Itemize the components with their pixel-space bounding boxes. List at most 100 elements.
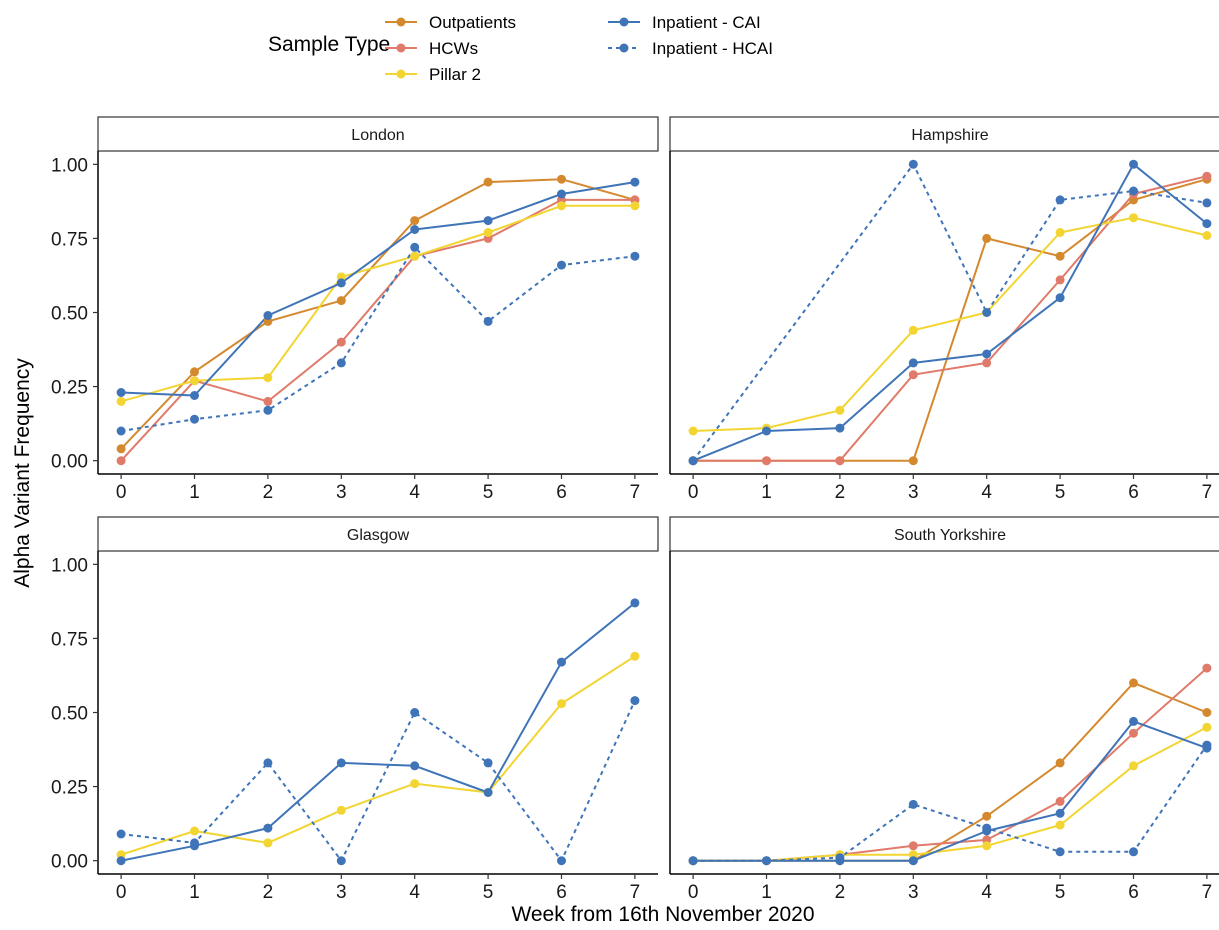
data-point-pillar-2 bbox=[410, 251, 420, 261]
series-line-hcws bbox=[120, 198, 635, 462]
data-point-inpatient-cai bbox=[116, 388, 126, 397]
series-line-inpatient-hcai bbox=[692, 163, 1208, 462]
data-point-inpatient-hcai bbox=[410, 708, 420, 717]
x-tick-label: 3 bbox=[908, 482, 919, 503]
data-point-inpatient-hcai bbox=[557, 856, 566, 866]
data-point-inpatient-cai bbox=[483, 788, 493, 797]
data-point-inpatient-hcai bbox=[835, 853, 845, 863]
data-point-inpatient-hcai bbox=[1129, 186, 1138, 196]
panel-london: London 0 1 2 3 4 5 6 7 0.00 0.25 0.50 0.75 1.00 bbox=[51, 116, 659, 503]
strip-box bbox=[669, 116, 1219, 152]
x-tick-label: 0 bbox=[116, 482, 127, 503]
legend-key-point bbox=[396, 17, 406, 27]
data-point-pillar-2 bbox=[557, 201, 566, 211]
series-line-hcws bbox=[693, 175, 1208, 462]
data-point-outpatients bbox=[982, 233, 992, 243]
series-line-pillar-2 bbox=[120, 204, 635, 403]
data-point-outpatients bbox=[1055, 251, 1065, 261]
legend-label: Inpatient - HCAI bbox=[652, 39, 773, 58]
data-point-pillar-2 bbox=[630, 201, 640, 211]
legend-label: Pillar 2 bbox=[429, 65, 481, 84]
legend-key-point bbox=[396, 69, 406, 79]
data-point-inpatient-cai bbox=[630, 598, 640, 608]
data-point-inpatient-cai bbox=[190, 391, 199, 400]
x-tick-label: 2 bbox=[263, 882, 274, 903]
legend-item-hcws: HCWs bbox=[385, 39, 478, 58]
legend-key-point bbox=[396, 43, 406, 53]
x-tick-label: 5 bbox=[1055, 482, 1066, 503]
legend-title: Sample Type bbox=[268, 33, 390, 56]
x-tick-label: 4 bbox=[409, 482, 420, 503]
data-point-hcws bbox=[1055, 275, 1065, 285]
x-tick-label: 7 bbox=[630, 882, 641, 903]
data-point-inpatient-cai bbox=[1129, 159, 1138, 169]
x-tick-label: 4 bbox=[409, 882, 420, 903]
data-point-hcws bbox=[835, 456, 845, 466]
data-point-inpatient-cai bbox=[1055, 293, 1065, 303]
y-tick-label: 0.25 bbox=[51, 778, 88, 799]
y-axis-title: Alpha Variant Frequency bbox=[11, 358, 34, 588]
data-point-pillar-2 bbox=[835, 405, 845, 415]
x-tick-label: 6 bbox=[1128, 882, 1139, 903]
data-point-inpatient-hcai bbox=[263, 405, 273, 415]
x-tick-label: 6 bbox=[556, 882, 567, 903]
panel-south-yorkshire: South Yorkshire 0 1 2 3 4 5 6 7 bbox=[669, 516, 1219, 903]
legend-label: HCWs bbox=[429, 39, 478, 58]
strip-label: South Yorkshire bbox=[894, 527, 1006, 544]
data-point-pillar-2 bbox=[1202, 231, 1212, 240]
x-tick-label: 7 bbox=[630, 482, 641, 503]
data-point-inpatient-cai bbox=[116, 856, 126, 866]
data-point-pillar-2 bbox=[336, 805, 346, 815]
data-point-inpatient-cai bbox=[410, 225, 420, 234]
data-point-inpatient-hcai bbox=[762, 856, 771, 866]
data-point-hcws bbox=[336, 337, 346, 347]
data-point-inpatient-cai bbox=[483, 216, 493, 226]
data-point-inpatient-cai bbox=[1129, 716, 1138, 726]
legend-label: Inpatient - CAI bbox=[652, 13, 761, 32]
data-point-inpatient-hcai bbox=[336, 358, 346, 368]
data-point-inpatient-cai bbox=[410, 761, 420, 771]
data-point-pillar-2 bbox=[1055, 820, 1065, 830]
x-tick-label: 7 bbox=[1202, 482, 1213, 503]
data-point-outpatients bbox=[336, 296, 346, 306]
data-point-inpatient-hcai bbox=[982, 823, 992, 833]
data-point-pillar-2 bbox=[1055, 228, 1065, 237]
data-point-inpatient-cai bbox=[835, 423, 845, 433]
y-tick-label: 0.00 bbox=[51, 452, 88, 473]
x-tick-label: 4 bbox=[981, 482, 992, 503]
data-point-pillar-2 bbox=[1202, 722, 1212, 732]
data-point-inpatient-hcai bbox=[630, 696, 640, 706]
data-point-inpatient-hcai bbox=[116, 829, 126, 839]
facet-panels: London 0 1 2 3 4 5 6 7 0.00 0.25 0.50 0.75 1.00 Hampsh… bbox=[51, 116, 1219, 903]
series-line-inpatient-hcai bbox=[120, 700, 636, 862]
data-point-inpatient-cai bbox=[982, 349, 992, 359]
data-point-inpatient-hcai bbox=[410, 242, 420, 252]
x-tick-label: 0 bbox=[116, 882, 127, 903]
data-point-outpatients bbox=[557, 174, 566, 184]
data-point-hcws bbox=[1202, 171, 1212, 181]
data-point-inpatient-cai bbox=[336, 758, 346, 768]
data-point-pillar-2 bbox=[557, 699, 566, 709]
y-tick-label: 0.75 bbox=[51, 229, 88, 250]
legend-key-point bbox=[619, 17, 629, 27]
legend-item-outpatients: Outpatients bbox=[385, 13, 516, 32]
legend-key-point bbox=[619, 43, 629, 53]
strip-label: Hampshire bbox=[911, 127, 988, 144]
data-point-outpatients bbox=[982, 811, 992, 821]
data-point-pillar-2 bbox=[1129, 761, 1138, 771]
series-line-pillar-2 bbox=[693, 726, 1208, 862]
data-point-hcws bbox=[1202, 663, 1212, 673]
series-line-inpatient-cai bbox=[693, 720, 1208, 862]
data-point-inpatient-hcai bbox=[1202, 740, 1212, 750]
data-point-inpatient-hcai bbox=[688, 456, 698, 466]
data-point-pillar-2 bbox=[688, 426, 698, 436]
data-point-inpatient-hcai bbox=[688, 856, 698, 866]
x-tick-label: 3 bbox=[336, 882, 347, 903]
legend-item-inpatient-cai: Inpatient - CAI bbox=[608, 13, 761, 32]
x-tick-label: 3 bbox=[908, 882, 919, 903]
data-point-pillar-2 bbox=[483, 228, 493, 237]
x-tick-label: 5 bbox=[1055, 882, 1066, 903]
series-line-pillar-2 bbox=[693, 216, 1208, 432]
data-point-inpatient-cai bbox=[557, 657, 566, 667]
